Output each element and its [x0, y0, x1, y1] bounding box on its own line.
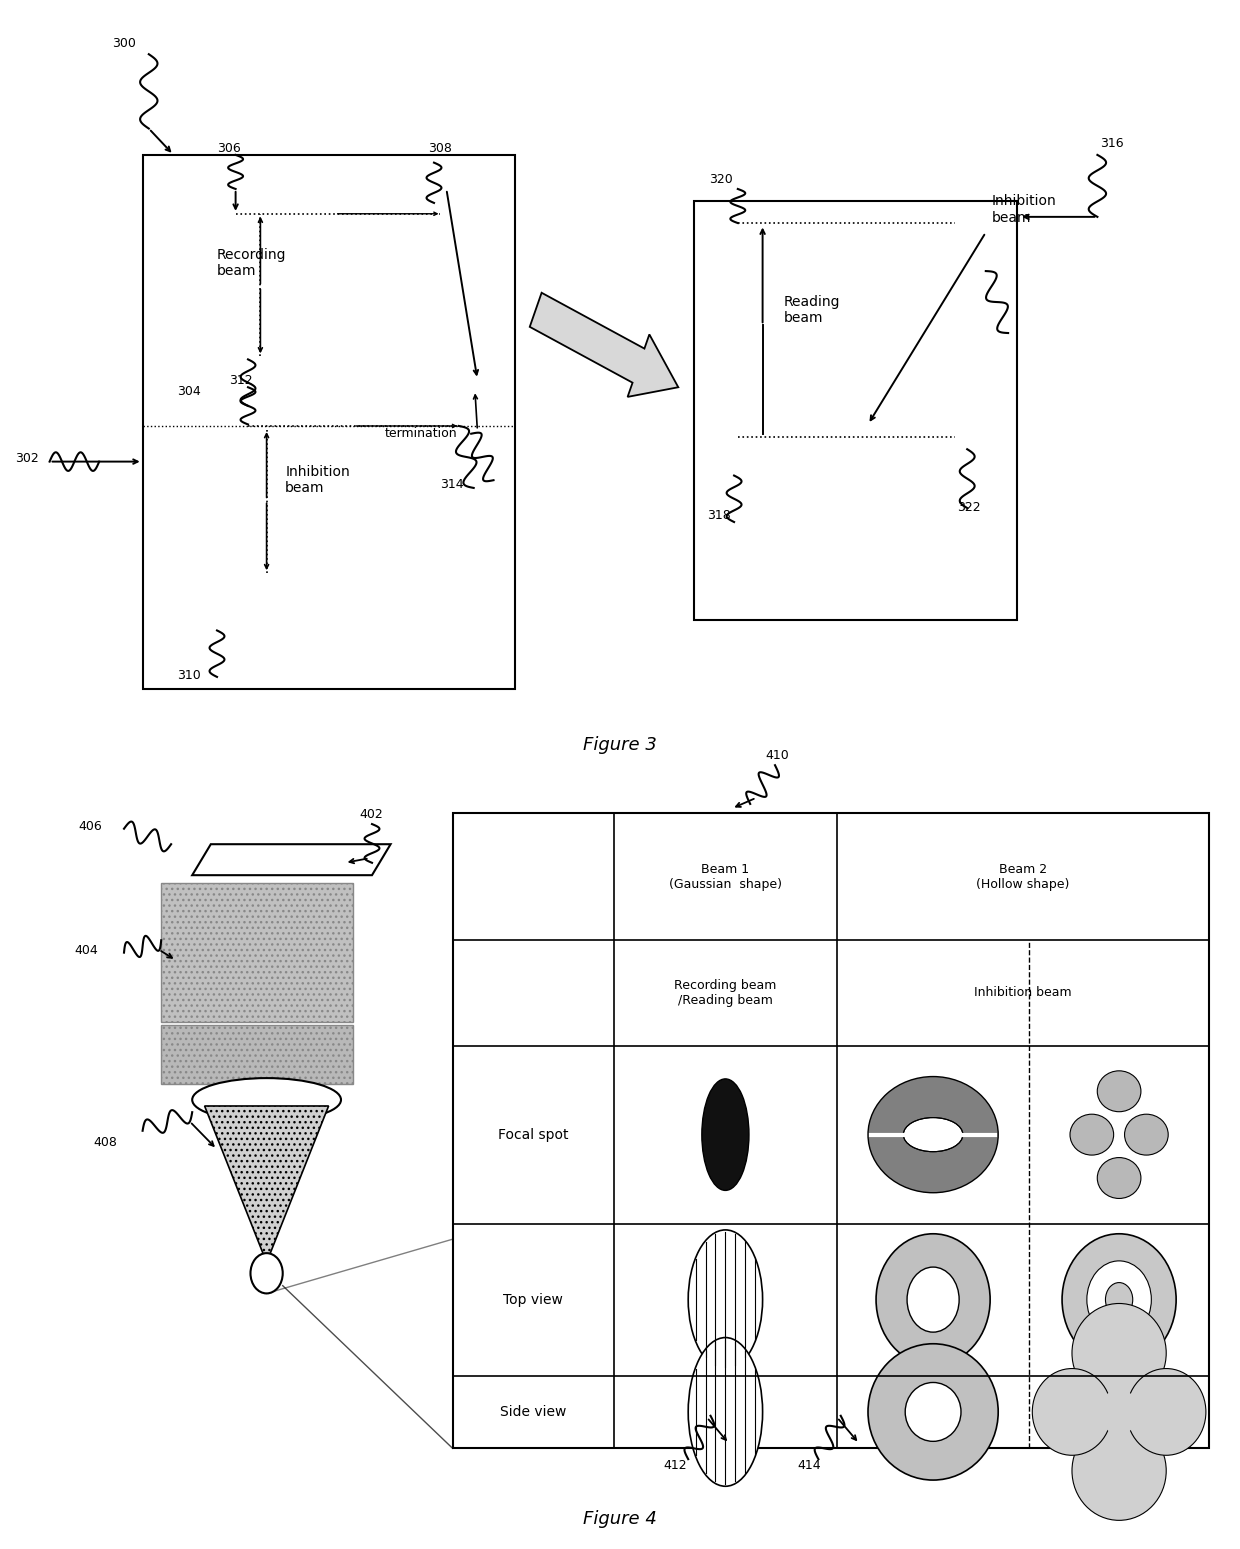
Text: Figure 4: Figure 4 — [583, 1510, 657, 1529]
Ellipse shape — [868, 1077, 998, 1193]
Text: 308: 308 — [428, 143, 451, 155]
Ellipse shape — [1086, 1261, 1152, 1338]
Text: 312: 312 — [229, 375, 253, 387]
Ellipse shape — [868, 1343, 998, 1481]
Ellipse shape — [1063, 1233, 1177, 1366]
Text: Recording beam
/Reading beam: Recording beam /Reading beam — [675, 979, 776, 1007]
Text: 320: 320 — [709, 173, 733, 186]
Ellipse shape — [908, 1267, 960, 1332]
Bar — [143, 155, 515, 689]
Text: 302: 302 — [15, 452, 38, 465]
Circle shape — [250, 1253, 283, 1293]
Text: 404: 404 — [74, 945, 98, 957]
Ellipse shape — [875, 1233, 990, 1366]
Text: Inhibition
beam: Inhibition beam — [285, 465, 350, 496]
Polygon shape — [192, 844, 391, 875]
Ellipse shape — [688, 1338, 763, 1487]
Ellipse shape — [702, 1080, 749, 1191]
Text: 304: 304 — [177, 386, 201, 398]
Text: 306: 306 — [217, 143, 241, 155]
Ellipse shape — [1073, 1304, 1166, 1403]
Text: 408: 408 — [93, 1137, 117, 1149]
Ellipse shape — [1032, 1369, 1112, 1456]
Ellipse shape — [1106, 1283, 1133, 1317]
Text: 314: 314 — [440, 479, 464, 491]
Bar — [161, 883, 353, 1022]
Ellipse shape — [1101, 1388, 1138, 1434]
Text: 300: 300 — [112, 37, 135, 50]
Bar — [161, 1025, 353, 1084]
Text: Beam 1
(Gaussian  shape): Beam 1 (Gaussian shape) — [668, 863, 782, 891]
Text: 410: 410 — [765, 750, 789, 762]
Text: Beam 2
(Hollow shape): Beam 2 (Hollow shape) — [976, 863, 1070, 891]
Text: 406: 406 — [78, 821, 102, 833]
Bar — [161, 883, 353, 1022]
Text: 414: 414 — [797, 1459, 821, 1472]
Bar — [694, 201, 1017, 620]
Bar — [453, 813, 1209, 1448]
Text: 316: 316 — [1100, 138, 1123, 150]
Bar — [161, 1025, 353, 1084]
Text: 412: 412 — [663, 1459, 687, 1472]
Text: Focal spot: Focal spot — [498, 1128, 568, 1142]
Text: 402: 402 — [360, 809, 383, 821]
FancyArrow shape — [529, 293, 678, 397]
Ellipse shape — [905, 1382, 961, 1441]
Ellipse shape — [1073, 1422, 1166, 1521]
Ellipse shape — [192, 1078, 341, 1121]
Text: Inhibition beam: Inhibition beam — [975, 987, 1071, 999]
Text: Figure 3: Figure 3 — [583, 736, 657, 754]
Text: Inhibition
beam: Inhibition beam — [992, 195, 1056, 225]
Ellipse shape — [1097, 1157, 1141, 1199]
Text: 322: 322 — [957, 502, 981, 514]
Ellipse shape — [903, 1118, 963, 1152]
Text: termination: termination — [384, 428, 458, 440]
Ellipse shape — [1097, 1070, 1141, 1112]
Text: Recording
beam: Recording beam — [217, 248, 286, 279]
Ellipse shape — [1127, 1369, 1207, 1456]
Polygon shape — [205, 1106, 329, 1262]
Text: Reading
beam: Reading beam — [784, 294, 841, 325]
Text: 310: 310 — [177, 669, 201, 682]
Text: 318: 318 — [707, 510, 730, 522]
Text: Top view: Top view — [503, 1292, 563, 1307]
Text: Side view: Side view — [500, 1405, 567, 1419]
Ellipse shape — [688, 1230, 763, 1369]
Ellipse shape — [1125, 1114, 1168, 1156]
Ellipse shape — [1070, 1114, 1114, 1156]
